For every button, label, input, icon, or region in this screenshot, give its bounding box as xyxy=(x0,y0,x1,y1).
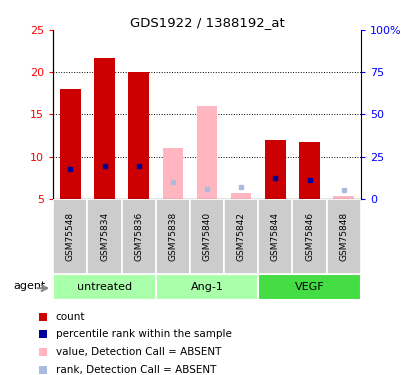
Bar xyxy=(326,199,360,274)
Text: GSM75840: GSM75840 xyxy=(202,211,211,261)
Text: GSM75846: GSM75846 xyxy=(304,211,313,261)
Bar xyxy=(60,89,81,199)
Text: GSM75842: GSM75842 xyxy=(236,212,245,261)
Title: GDS1922 / 1388192_at: GDS1922 / 1388192_at xyxy=(129,16,284,29)
Text: value, Detection Call = ABSENT: value, Detection Call = ABSENT xyxy=(56,347,220,357)
Bar xyxy=(162,148,183,199)
Text: GSM75838: GSM75838 xyxy=(168,211,177,261)
Bar xyxy=(87,199,121,274)
Bar xyxy=(189,199,224,274)
Bar xyxy=(333,196,353,199)
Text: VEGF: VEGF xyxy=(294,282,324,292)
Text: Ang-1: Ang-1 xyxy=(190,282,223,292)
Bar xyxy=(53,274,155,300)
Bar xyxy=(196,106,217,199)
Text: GSM75836: GSM75836 xyxy=(134,211,143,261)
Text: agent: agent xyxy=(13,280,45,291)
Bar xyxy=(155,274,258,300)
Text: GSM75834: GSM75834 xyxy=(100,211,109,261)
Text: percentile rank within the sample: percentile rank within the sample xyxy=(56,329,231,339)
Bar xyxy=(121,199,155,274)
Text: count: count xyxy=(56,312,85,322)
Text: GSM75548: GSM75548 xyxy=(66,211,75,261)
Text: GSM75844: GSM75844 xyxy=(270,212,279,261)
Bar xyxy=(292,199,326,274)
Bar xyxy=(128,72,148,199)
Bar xyxy=(258,274,360,300)
Bar xyxy=(258,199,292,274)
Text: GSM75848: GSM75848 xyxy=(338,211,347,261)
Text: untreated: untreated xyxy=(77,282,132,292)
Bar xyxy=(155,199,189,274)
Bar xyxy=(53,199,87,274)
Text: rank, Detection Call = ABSENT: rank, Detection Call = ABSENT xyxy=(56,365,216,375)
Bar xyxy=(224,199,258,274)
Bar xyxy=(299,142,319,199)
Bar xyxy=(230,193,251,199)
Bar xyxy=(94,58,115,199)
Bar xyxy=(265,140,285,199)
